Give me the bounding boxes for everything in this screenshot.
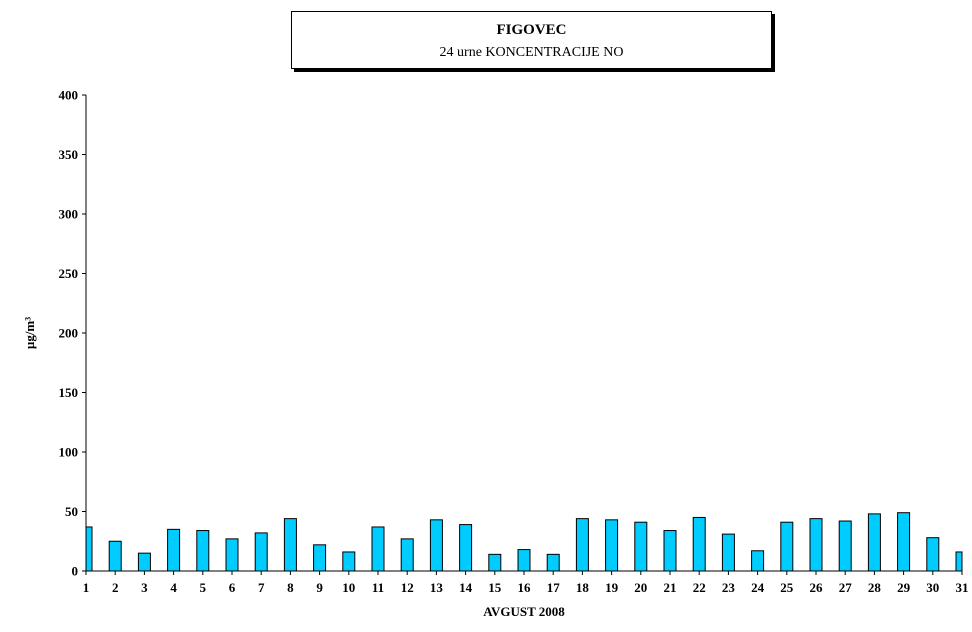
x-tick-label: 5 [200, 580, 207, 595]
bar-day-24 [751, 550, 765, 572]
x-tick-label: 15 [488, 580, 502, 595]
bar-day-4 [167, 528, 181, 572]
bar-day-30 [926, 537, 940, 572]
bar-day-22 [692, 516, 706, 572]
x-tick-label: 23 [722, 580, 736, 595]
y-tick-label: 400 [59, 88, 79, 103]
x-tick-label: 31 [956, 580, 969, 595]
x-tick-label: 3 [141, 580, 148, 595]
bar-day-23 [721, 533, 735, 572]
x-tick-label: 28 [868, 580, 882, 595]
x-tick-label: 19 [605, 580, 619, 595]
y-tick-label: 200 [59, 326, 79, 341]
x-tick-label: 11 [372, 580, 384, 595]
bar-day-5 [196, 530, 210, 572]
x-tick-label: 18 [576, 580, 590, 595]
y-axis-title: µg/m³ [22, 317, 37, 349]
bar-day-18 [575, 518, 589, 572]
x-tick-label: 12 [401, 580, 414, 595]
bar-day-16 [517, 549, 531, 572]
y-tick-label: 100 [59, 445, 79, 460]
chart-title: FIGOVEC [496, 22, 567, 38]
bar-day-10 [342, 551, 356, 572]
bar-day-17 [546, 553, 560, 572]
x-tick-label: 7 [258, 580, 265, 595]
bar-day-31 [955, 551, 963, 572]
bar-day-11 [371, 526, 385, 572]
x-tick-label: 4 [170, 580, 177, 595]
bar-day-21 [663, 530, 677, 572]
x-tick-label: 8 [287, 580, 294, 595]
x-tick-label: 17 [547, 580, 561, 595]
x-tick-label: 20 [634, 580, 647, 595]
y-tick-label: 50 [65, 504, 78, 519]
bar-day-7 [254, 532, 268, 572]
chart-subtitle: 24 urne KONCENTRACIJE NO [439, 45, 624, 60]
bar-day-29 [897, 512, 911, 572]
bar-day-28 [867, 513, 881, 572]
bar-day-3 [137, 552, 151, 572]
bar-day-27 [838, 520, 852, 572]
y-tick-label: 0 [72, 564, 79, 579]
x-tick-label: 6 [229, 580, 236, 595]
bar-day-25 [780, 521, 794, 572]
x-tick-label: 22 [693, 580, 706, 595]
x-tick-label: 10 [342, 580, 355, 595]
bar-day-20 [634, 521, 648, 572]
y-tick-label: 250 [59, 266, 79, 281]
chart-title-box: FIGOVEC 24 urne KONCENTRACIJE NO [291, 11, 772, 69]
bar-day-6 [225, 538, 239, 572]
x-tick-label: 24 [751, 580, 765, 595]
x-tick-label: 2 [112, 580, 119, 595]
bar-day-9 [313, 544, 327, 572]
x-tick-label: 14 [459, 580, 473, 595]
x-tick-label: 9 [316, 580, 323, 595]
x-tick-label: 27 [839, 580, 853, 595]
y-ticks-group: 0 50 100 150 200 250 300 350 400 [59, 88, 86, 579]
x-tick-label: 16 [518, 580, 532, 595]
x-axis-title: AVGUST 2008 [483, 604, 565, 619]
bar-day-15 [488, 553, 502, 572]
bar-day-1 [85, 526, 93, 572]
y-tick-label: 150 [59, 385, 79, 400]
x-tick-label: 13 [430, 580, 444, 595]
x-tick-label: 21 [664, 580, 677, 595]
y-tick-label: 300 [59, 207, 79, 222]
bars-group [85, 512, 963, 572]
bar-day-26 [809, 518, 823, 572]
x-ticks-group: 1 2 3 4 5 6 7 8 9 10 11 12 13 14 15 16 17 18 19 20 21 22 23 24 2… [83, 571, 969, 595]
bar-day-19 [605, 519, 619, 572]
y-tick-label: 350 [59, 147, 79, 162]
bar-day-2 [108, 540, 122, 572]
x-tick-label: 25 [780, 580, 794, 595]
x-tick-label: 30 [926, 580, 939, 595]
x-tick-label: 26 [810, 580, 824, 595]
bar-day-14 [459, 524, 473, 572]
bar-day-8 [283, 518, 297, 572]
bar-day-13 [429, 519, 443, 572]
x-tick-label: 1 [83, 580, 90, 595]
x-tick-label: 29 [897, 580, 911, 595]
bar-day-12 [400, 538, 414, 572]
